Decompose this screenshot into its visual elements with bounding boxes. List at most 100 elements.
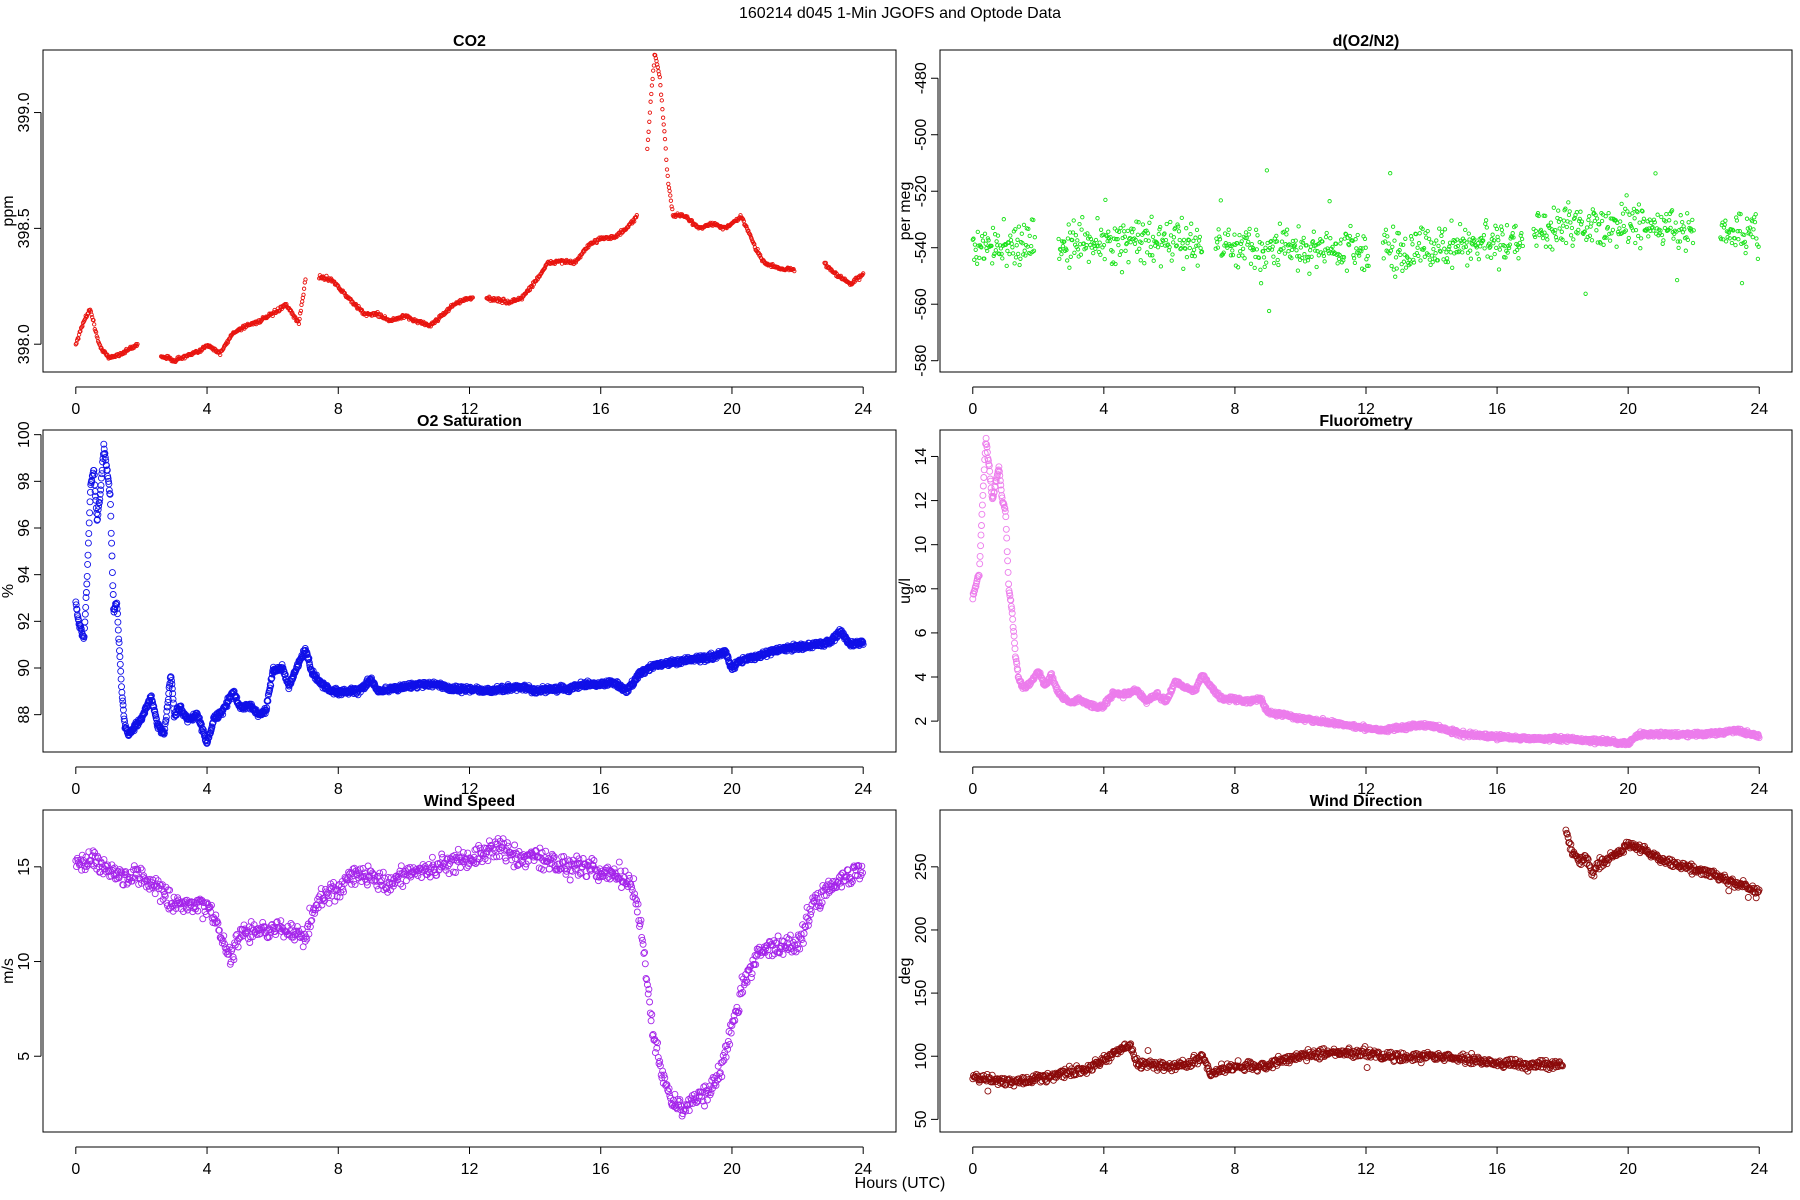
data-point bbox=[1193, 235, 1198, 240]
data-point bbox=[1558, 217, 1563, 222]
data-point bbox=[1225, 232, 1231, 238]
data-point bbox=[98, 466, 106, 474]
data-point bbox=[303, 277, 308, 282]
data-point bbox=[1748, 232, 1753, 237]
data-point bbox=[1244, 235, 1249, 241]
data-point bbox=[1569, 225, 1575, 231]
data-point bbox=[83, 572, 91, 580]
data-point bbox=[1067, 265, 1072, 270]
data-point bbox=[1016, 251, 1021, 257]
data-point bbox=[105, 486, 113, 494]
data-point bbox=[1256, 255, 1262, 261]
data-point bbox=[89, 469, 97, 477]
data-point bbox=[1083, 232, 1088, 237]
data-point bbox=[1755, 256, 1761, 262]
data-point bbox=[1736, 237, 1741, 242]
data-point bbox=[1466, 231, 1471, 236]
data-point bbox=[647, 119, 652, 124]
data-point bbox=[114, 618, 122, 626]
y-axis-label: ug/l bbox=[897, 578, 914, 604]
data-point bbox=[1183, 246, 1188, 251]
data-point bbox=[168, 677, 175, 685]
data-point bbox=[1365, 253, 1370, 259]
data-point bbox=[284, 301, 289, 307]
data-point bbox=[1566, 212, 1572, 218]
data-point bbox=[1632, 216, 1637, 221]
data-point bbox=[1599, 218, 1605, 224]
data-point bbox=[1532, 234, 1538, 240]
data-point bbox=[1008, 237, 1014, 243]
data-point bbox=[1336, 256, 1342, 262]
data-point bbox=[1258, 267, 1263, 272]
data-point bbox=[1270, 244, 1275, 249]
data-point bbox=[1065, 258, 1070, 263]
data-point bbox=[305, 654, 313, 662]
data-point bbox=[1352, 260, 1358, 266]
data-point bbox=[1416, 241, 1422, 246]
data-point bbox=[1514, 247, 1520, 253]
data-point bbox=[1639, 208, 1644, 213]
data-point bbox=[1727, 236, 1732, 241]
data-point bbox=[1407, 257, 1412, 262]
data-point bbox=[985, 248, 990, 254]
data-point bbox=[1589, 221, 1594, 226]
data-point bbox=[1435, 258, 1440, 263]
data-point bbox=[432, 320, 437, 326]
data-point bbox=[72, 601, 80, 609]
data-point bbox=[1488, 255, 1494, 260]
data-point bbox=[107, 512, 115, 520]
data-point bbox=[1213, 246, 1218, 251]
data-point bbox=[1388, 248, 1394, 253]
data-point bbox=[990, 225, 996, 231]
data-point bbox=[1601, 242, 1606, 247]
data-point bbox=[435, 318, 441, 324]
data-point bbox=[1011, 645, 1019, 653]
data-point bbox=[1135, 232, 1141, 237]
data-point bbox=[1690, 240, 1696, 246]
data-point bbox=[1140, 222, 1146, 227]
x-tick-label: 12 bbox=[461, 401, 479, 418]
x-tick-label: 16 bbox=[592, 781, 610, 798]
data-point bbox=[1197, 234, 1203, 240]
data-point bbox=[1199, 249, 1205, 254]
y-tick-label: 2 bbox=[913, 717, 930, 726]
data-point bbox=[1390, 244, 1395, 250]
data-point bbox=[1116, 229, 1122, 234]
data-point bbox=[1615, 229, 1621, 235]
data-point bbox=[1255, 233, 1260, 238]
data-point bbox=[1660, 241, 1665, 246]
data-point bbox=[1461, 245, 1466, 250]
data-point bbox=[1421, 246, 1427, 251]
data-point bbox=[1263, 245, 1268, 250]
data-point bbox=[792, 268, 797, 274]
data-point bbox=[1320, 239, 1325, 244]
data-point bbox=[93, 330, 99, 335]
data-point bbox=[1341, 255, 1347, 260]
data-point bbox=[280, 668, 288, 675]
x-tick-label: 4 bbox=[203, 781, 212, 798]
data-point bbox=[1088, 236, 1094, 242]
data-point bbox=[1298, 245, 1303, 250]
data-point bbox=[1295, 254, 1300, 259]
data-point bbox=[1171, 240, 1176, 245]
data-point bbox=[1520, 243, 1525, 249]
data-point bbox=[1230, 252, 1236, 258]
data-point bbox=[1124, 241, 1130, 246]
data-point bbox=[660, 107, 665, 112]
data-point bbox=[1446, 246, 1451, 252]
data-point bbox=[665, 173, 670, 179]
data-point bbox=[1556, 208, 1561, 213]
data-point bbox=[1284, 227, 1290, 232]
data-point bbox=[161, 725, 169, 733]
data-point bbox=[300, 299, 305, 304]
data-point bbox=[169, 695, 177, 703]
x-tick-label: 12 bbox=[461, 781, 479, 798]
data-point bbox=[1548, 244, 1553, 249]
data-point bbox=[1093, 237, 1099, 243]
data-point bbox=[118, 688, 126, 696]
data-point bbox=[1557, 226, 1562, 231]
data-point bbox=[86, 509, 94, 517]
data-point bbox=[95, 499, 103, 506]
data-point bbox=[1289, 247, 1295, 253]
data-point bbox=[1677, 239, 1683, 244]
